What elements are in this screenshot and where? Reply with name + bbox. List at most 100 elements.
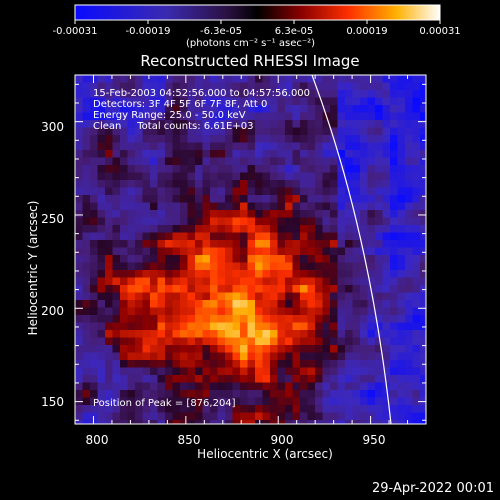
heatmap-cell xyxy=(300,345,308,353)
heatmap-cell xyxy=(127,382,136,391)
heatmap-cell xyxy=(360,322,368,331)
heatmap-cell xyxy=(150,397,158,406)
heatmap-cell xyxy=(157,405,166,413)
heatmap-cell xyxy=(165,390,173,398)
heatmap-cell xyxy=(382,172,391,181)
heatmap-cell xyxy=(345,112,353,121)
heatmap-cell xyxy=(420,367,426,376)
heatmap-cell xyxy=(195,247,203,256)
heatmap-cell xyxy=(270,97,278,106)
heatmap-cell xyxy=(360,240,368,248)
heatmap-cell xyxy=(195,382,203,391)
heatmap-cell xyxy=(120,390,128,398)
heatmap-cell xyxy=(97,105,106,113)
heatmap-cell xyxy=(300,240,308,248)
heatmap-cell xyxy=(120,195,128,203)
heatmap-cell xyxy=(262,120,271,128)
heatmap-cell xyxy=(165,225,173,233)
heatmap-cell xyxy=(397,202,406,211)
heatmap-cell xyxy=(112,420,121,424)
heatmap-cell xyxy=(405,105,413,113)
heatmap-cell xyxy=(195,187,203,196)
heatmap-cell xyxy=(360,420,368,424)
heatmap-cell xyxy=(90,240,98,248)
heatmap-cell xyxy=(330,90,338,98)
heatmap-cell xyxy=(330,300,338,308)
heatmap-cell xyxy=(390,157,398,166)
heatmap-cell xyxy=(262,345,271,353)
heatmap-cell xyxy=(180,322,188,331)
heatmap-cell xyxy=(270,322,278,331)
heatmap-cell xyxy=(397,165,406,173)
heatmap-cell xyxy=(202,232,211,241)
heatmap-cell xyxy=(82,277,91,286)
heatmap-cell xyxy=(157,292,166,301)
heatmap-cell xyxy=(277,150,286,158)
heatmap-cell xyxy=(352,112,361,121)
heatmap-cell xyxy=(315,157,323,166)
heatmap-cell xyxy=(120,240,128,248)
heatmap-cell xyxy=(120,337,128,346)
heatmap-cell xyxy=(270,180,278,188)
heatmap-cell xyxy=(375,367,383,376)
heatmap-cell xyxy=(195,217,203,226)
heatmap-cell xyxy=(165,127,173,136)
heatmap-cell xyxy=(127,322,136,331)
heatmap-cell xyxy=(360,397,368,406)
heatmap-cell xyxy=(270,135,278,143)
heatmap-cell xyxy=(97,255,106,263)
heatmap-cell xyxy=(82,217,91,226)
heatmap-cell xyxy=(202,217,211,226)
heatmap-cell xyxy=(352,255,361,263)
heatmap-cell xyxy=(285,285,293,293)
heatmap-cell xyxy=(142,322,151,331)
heatmap-cell xyxy=(240,225,248,233)
heatmap-cell xyxy=(352,120,361,128)
heatmap-cell xyxy=(307,195,316,203)
heatmap-cell xyxy=(322,120,331,128)
heatmap-cell xyxy=(375,412,383,421)
heatmap-cell xyxy=(367,322,376,331)
heatmap-cell xyxy=(142,217,151,226)
heatmap-cell xyxy=(217,420,226,424)
heatmap-cell xyxy=(397,120,406,128)
heatmap-cell xyxy=(262,390,271,398)
heatmap-cell xyxy=(210,420,218,424)
heatmap-cell xyxy=(82,315,91,323)
heatmap-cell xyxy=(180,285,188,293)
heatmap-cell xyxy=(255,262,263,271)
heatmap-cell xyxy=(217,217,226,226)
heatmap-cell xyxy=(382,150,391,158)
heatmap-cell xyxy=(360,180,368,188)
heatmap-cell xyxy=(315,112,323,121)
heatmap-cell xyxy=(217,165,226,173)
heatmap-cell xyxy=(420,270,426,278)
heatmap-cell xyxy=(232,352,241,361)
heatmap-cell xyxy=(105,112,113,121)
heatmap-cell xyxy=(262,412,271,421)
heatmap-cell xyxy=(397,82,406,91)
heatmap-cell xyxy=(337,397,346,406)
heatmap-cell xyxy=(225,405,233,413)
heatmap-cell xyxy=(180,97,188,106)
heatmap-cell xyxy=(270,270,278,278)
heatmap-cell xyxy=(165,405,173,413)
heatmap-cell xyxy=(255,255,263,263)
heatmap-cell xyxy=(382,90,391,98)
heatmap-cell xyxy=(225,345,233,353)
heatmap-cell xyxy=(345,165,353,173)
heatmap-cell xyxy=(285,180,293,188)
heatmap-cell xyxy=(285,360,293,368)
heatmap-cell xyxy=(420,352,426,361)
heatmap-cell xyxy=(135,150,143,158)
heatmap-cell xyxy=(270,217,278,226)
heatmap-cell xyxy=(180,75,188,83)
heatmap-cell xyxy=(75,247,83,256)
heatmap-cell xyxy=(412,405,421,413)
heatmap-cell xyxy=(157,382,166,391)
heatmap-cell xyxy=(255,247,263,256)
heatmap-cell xyxy=(255,217,263,226)
heatmap-cell xyxy=(127,285,136,293)
heatmap-cell xyxy=(285,210,293,218)
heatmap-cell xyxy=(90,322,98,331)
